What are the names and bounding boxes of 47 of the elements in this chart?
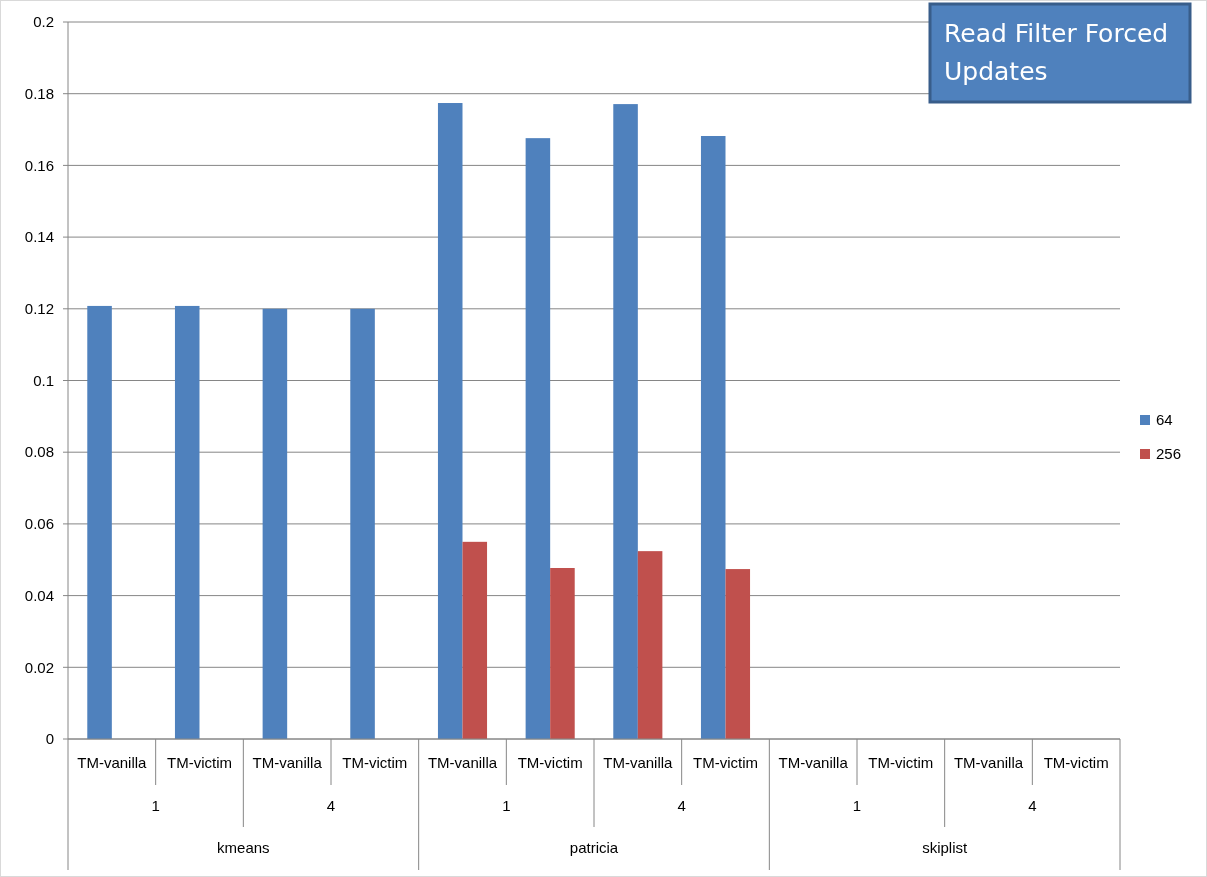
text: 1 <box>852 797 862 814</box>
x-tick-label: TM-victim <box>517 754 583 771</box>
bar <box>637 551 663 739</box>
bar <box>725 569 751 739</box>
bar <box>437 103 463 739</box>
y-tick-label: 0.06 <box>24 515 54 533</box>
x-tick-label: TM-victim <box>342 754 408 771</box>
bar <box>462 541 488 739</box>
text: skiplist <box>922 839 968 856</box>
y-tick-label: 0.02 <box>24 658 54 676</box>
bar <box>700 136 726 739</box>
y-tick-label: 0.16 <box>24 156 54 174</box>
text: 4 <box>1028 797 1037 814</box>
text: kmeans <box>217 839 270 856</box>
legend-label: 256 <box>1156 445 1182 463</box>
text: 4 <box>326 797 336 814</box>
bar <box>550 568 575 739</box>
text: 1 <box>502 797 511 814</box>
y-tick-label: 0.18 <box>24 84 54 102</box>
y-tick-label: 0.1 <box>33 371 54 389</box>
x-tick-label: TM-vanilla <box>778 754 849 771</box>
bar <box>262 308 288 739</box>
y-tick-label: 0.08 <box>24 443 54 461</box>
text: 1 <box>151 797 160 814</box>
x-tick-label: TM-vanilla <box>603 754 674 771</box>
bar <box>525 138 551 739</box>
x-tick-label: TM-vanilla <box>77 754 148 771</box>
x-tick-label: TM-vanilla <box>252 754 323 771</box>
legend-label: 64 <box>1156 411 1173 429</box>
bar <box>174 305 200 739</box>
y-tick-label: 0.14 <box>24 228 54 246</box>
y-tick-label: 0.04 <box>24 586 54 604</box>
bar <box>613 104 638 739</box>
x-tick-label: TM-victim <box>693 754 758 771</box>
x-tick-label: TM-victim <box>868 754 934 771</box>
x-tick-label: TM-vanilla <box>427 754 498 771</box>
text: patricia <box>569 839 619 856</box>
text: 4 <box>677 797 686 814</box>
x-tick-label: TM-victim <box>167 754 232 771</box>
bar <box>350 308 375 739</box>
y-tick-label: 0 <box>45 730 54 748</box>
bar <box>87 305 112 739</box>
y-tick-label: 0.2 <box>33 13 54 31</box>
text: Read Filter Forced Updates <box>944 19 1169 86</box>
x-tick-label: TM-vanilla <box>953 754 1024 771</box>
y-tick-label: 0.12 <box>24 300 54 318</box>
x-tick-label: TM-victim <box>1043 754 1109 771</box>
